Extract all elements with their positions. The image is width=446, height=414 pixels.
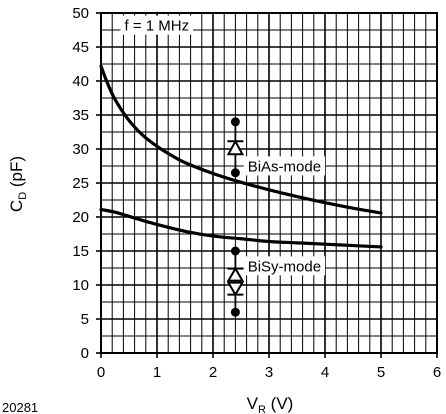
y-tick-label: 35 [72, 107, 89, 124]
symbol-terminal [230, 117, 240, 127]
x-tick-label: 0 [97, 364, 105, 381]
symbol-terminal [230, 307, 240, 317]
y-tick-label: 15 [72, 243, 89, 260]
y-tick-label: 45 [72, 39, 89, 56]
y-tick-label: 0 [81, 345, 89, 362]
grid-lines [96, 12, 438, 358]
data-series [99, 64, 383, 249]
x-tick-label: 1 [153, 364, 161, 381]
y-axis-label-sub: D [17, 192, 29, 200]
x-tick-label: 3 [265, 364, 273, 381]
figure-id: 20281 [2, 400, 38, 414]
y-axis-label-main: C [7, 200, 26, 212]
annotations: f = 1 MHz BiAs-mode BiSy-mode [120, 15, 326, 276]
y-tick-label: 10 [72, 277, 89, 294]
y-tick-label: 40 [72, 73, 89, 90]
bias-mode-curve [99, 64, 383, 215]
diode-symbols [226, 117, 245, 317]
x-tick-label: 5 [377, 364, 385, 381]
frequency-annotation: f = 1 MHz [125, 18, 190, 35]
y-tick-label: 20 [72, 209, 89, 226]
y-axis-label-unit: (pF) [7, 156, 26, 192]
x-axis-label-main: V [247, 394, 259, 413]
bisy-mode-curve [99, 207, 383, 249]
x-axis-label-sub: R [258, 404, 266, 414]
annotation-background [243, 156, 326, 176]
plot-frame [100, 12, 438, 354]
diode-triangle [226, 281, 245, 297]
diode-triangle [226, 266, 245, 282]
x-tick-label: 6 [433, 364, 441, 381]
y-tick-label: 30 [72, 141, 89, 158]
y-tick-label: 50 [72, 5, 89, 22]
bias-diode-symbol [226, 117, 245, 178]
bias-mode-label: BiAs-mode [248, 158, 321, 175]
symbol-terminal [230, 246, 240, 256]
x-tick-label: 4 [321, 364, 329, 381]
annotation-background [120, 15, 194, 35]
bisy-diode-symbol [226, 246, 245, 317]
x-axis-label: VR (V) [247, 394, 294, 414]
y-tick-label: 5 [81, 311, 89, 328]
symbol-terminal [230, 168, 240, 178]
x-tick-label: 2 [209, 364, 217, 381]
y-tick-label: 25 [72, 175, 89, 192]
bisy-mode-label: BiSy-mode [248, 258, 321, 275]
annotation-background [243, 256, 326, 276]
x-axis-label-unit: (V) [266, 394, 293, 413]
y-axis-label: CD (pF) [7, 156, 29, 212]
diode-triangle [226, 139, 245, 156]
